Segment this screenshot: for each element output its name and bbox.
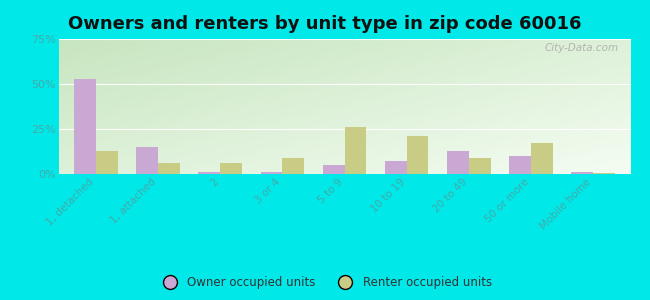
- Bar: [531, 143, 552, 174]
- Bar: [323, 165, 345, 174]
- Bar: [407, 136, 428, 174]
- Bar: [198, 172, 220, 174]
- Bar: [447, 151, 469, 174]
- Bar: [509, 156, 531, 174]
- Bar: [220, 163, 242, 174]
- Text: City-Data.com: City-Data.com: [545, 43, 619, 53]
- Bar: [74, 79, 96, 174]
- Text: Owners and renters by unit type in zip code 60016: Owners and renters by unit type in zip c…: [68, 15, 582, 33]
- Bar: [158, 163, 180, 174]
- Bar: [136, 147, 158, 174]
- Bar: [571, 172, 593, 174]
- Bar: [282, 158, 304, 174]
- Bar: [469, 158, 491, 174]
- Bar: [593, 173, 615, 174]
- Bar: [261, 172, 282, 174]
- Legend: Owner occupied units, Renter occupied units: Owner occupied units, Renter occupied un…: [153, 272, 497, 294]
- Bar: [385, 161, 407, 174]
- Bar: [344, 127, 366, 174]
- Bar: [96, 151, 118, 174]
